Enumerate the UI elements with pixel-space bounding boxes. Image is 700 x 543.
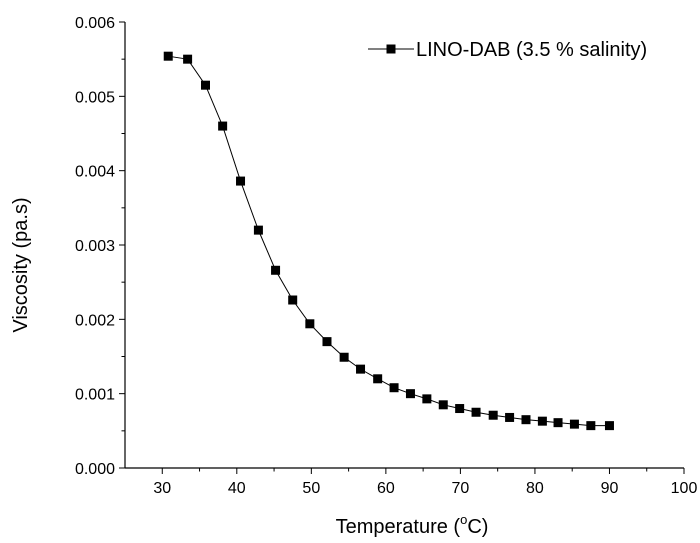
x-axis-label-superscript: o <box>460 512 467 527</box>
legend-marker <box>387 45 396 54</box>
data-point <box>356 365 365 374</box>
data-point <box>218 122 227 131</box>
data-point <box>406 389 415 398</box>
x-tick-label: 60 <box>377 480 395 497</box>
data-point <box>322 337 331 346</box>
x-tick-label: 70 <box>452 480 470 497</box>
data-point <box>236 177 245 186</box>
x-tick-label: 40 <box>228 480 246 497</box>
data-point <box>422 394 431 403</box>
legend: LINO-DAB (3.5 % salinity) <box>368 39 647 61</box>
series-line <box>168 56 609 425</box>
x-axis-label-text: Temperature ( <box>336 516 461 538</box>
y-tick-label: 0.001 <box>75 387 115 404</box>
data-point <box>489 411 498 420</box>
data-point <box>605 421 614 430</box>
data-point <box>455 404 464 413</box>
y-tick-label: 0.002 <box>75 312 115 329</box>
legend-label: LINO-DAB (3.5 % salinity) <box>416 39 647 61</box>
x-tick-label: 90 <box>601 480 619 497</box>
ticks: 30 40 50 60 70 80 90 100 0.000 0.001 0.002 0.003 0.0… <box>75 15 697 497</box>
data-point <box>505 413 514 422</box>
data-point <box>570 420 579 429</box>
y-tick-label: 0.005 <box>75 89 115 106</box>
data-point <box>254 226 263 235</box>
series-layer <box>164 52 614 430</box>
data-point <box>164 52 173 61</box>
data-point <box>538 417 547 426</box>
data-point <box>439 400 448 409</box>
data-point <box>373 374 382 383</box>
data-point <box>472 408 481 417</box>
y-tick-label: 0.003 <box>75 238 115 255</box>
x-tick-label: 30 <box>153 480 171 497</box>
data-point <box>183 55 192 64</box>
data-point <box>340 353 349 362</box>
y-tick-label: 0.004 <box>75 164 115 181</box>
data-point <box>288 296 297 305</box>
data-point <box>521 415 530 424</box>
data-point <box>271 266 280 275</box>
y-tick-label: 0.006 <box>75 15 115 32</box>
y-axis-label: Viscosity (pa.s) <box>10 197 32 332</box>
data-point <box>305 319 314 328</box>
data-point <box>201 81 210 90</box>
x-tick-label: 80 <box>526 480 544 497</box>
data-point <box>586 421 595 430</box>
x-tick-label: 50 <box>302 480 320 497</box>
x-axis-label: Temperature (oC) <box>336 512 489 538</box>
data-point <box>554 418 563 427</box>
x-tick-label: 100 <box>671 480 698 497</box>
x-axis-label-unit: C) <box>467 516 488 538</box>
data-point <box>390 383 399 392</box>
y-tick-label: 0.000 <box>75 461 115 478</box>
